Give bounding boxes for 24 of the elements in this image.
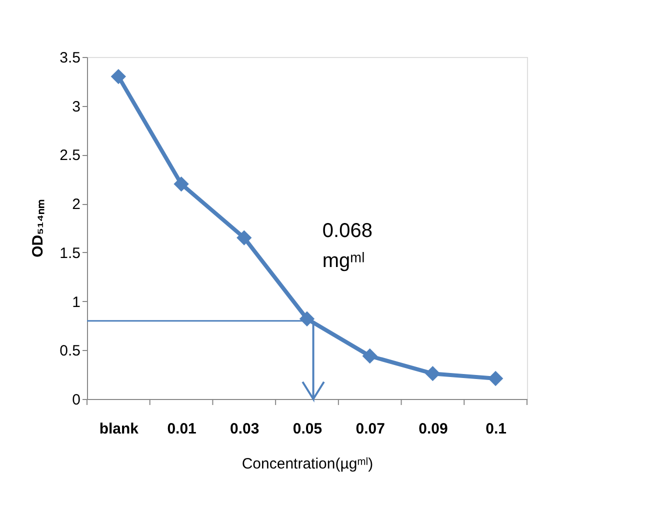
x-tick-label: 0.01: [167, 420, 196, 438]
x-axis-title: Concentration(µgᵐˡ): [242, 456, 374, 472]
x-tick-label: 0.1: [486, 420, 506, 438]
point: [425, 366, 440, 382]
point: [362, 348, 378, 364]
x-tick-label: blank: [99, 420, 140, 438]
x-tick-label: 0.07: [356, 420, 385, 438]
y-tick-label: 3.5: [60, 50, 80, 66]
x-tick-label: 0.03: [230, 420, 260, 438]
y-tick-label: 2.5: [60, 147, 80, 164]
x-tick-label: 0.05: [292, 420, 322, 438]
y-tick-label: 1: [72, 294, 80, 311]
point: [488, 370, 504, 386]
y-tick-label: 0: [72, 392, 80, 408]
point: [236, 230, 252, 246]
y-tick-label: 2: [72, 196, 80, 214]
x-tick-label: 0.09: [418, 420, 448, 438]
y-axis-title: OD₅₁₄ₙₘ: [30, 200, 47, 258]
y-tick-label: 3: [72, 98, 80, 116]
point: [174, 176, 189, 192]
point: [110, 68, 126, 84]
y-tick-label: 0.5: [60, 342, 80, 360]
y-tick-label: 1.5: [60, 244, 80, 262]
annotation: 0.068 mgᵐˡ: [322, 220, 372, 272]
